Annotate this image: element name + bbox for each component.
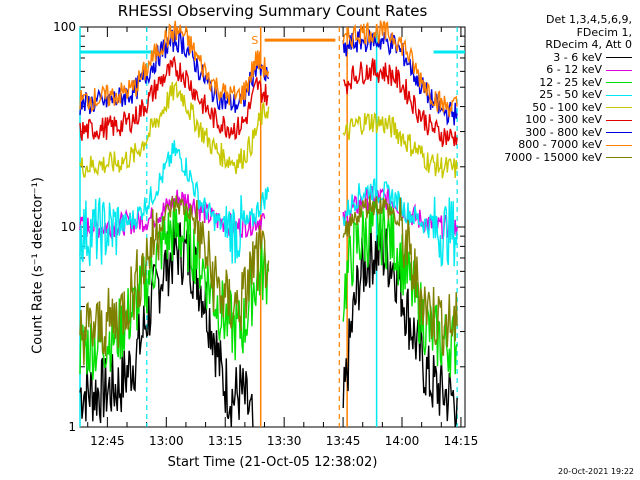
legend-label: 50 - 100 keV [532, 100, 602, 114]
legend-entry: 12 - 25 keV [504, 75, 632, 90]
legend-swatch [606, 144, 632, 146]
legend-swatch [606, 119, 632, 121]
legend-entry: 50 - 100 keV [504, 100, 632, 115]
y-tick-label: 1 [68, 420, 76, 434]
series-line [342, 20, 458, 118]
x-tick-label: 14:00 [385, 434, 420, 448]
legend-entry: 100 - 300 keV [504, 113, 632, 127]
legend-entry: 300 - 800 keV [504, 125, 632, 140]
legend-label: 800 - 7000 keV [518, 138, 602, 151]
legend-label: 25 - 50 keV [539, 88, 602, 101]
x-tick-label: 13:45 [326, 434, 361, 448]
legend-info-line: FDecim 1, [576, 25, 632, 39]
legend-label: 12 - 25 keV [539, 75, 602, 89]
legend-label: 100 - 300 keV [525, 113, 602, 126]
series-line [342, 195, 458, 356]
legend-entry: 800 - 7000 keV [504, 138, 632, 152]
legend-swatch [606, 132, 632, 133]
legend: Det 1,3,4,5,6,9, FDecim 1, RDecim 4, Att… [504, 13, 632, 165]
y-tick-label: 10 [61, 220, 76, 234]
series-line [79, 20, 270, 113]
x-tick-label: 13:00 [149, 434, 184, 448]
legend-info-line: Det 1,3,4,5,6,9, [545, 13, 632, 26]
x-tick-label: 13:30 [267, 434, 302, 448]
series-line [79, 201, 270, 381]
legend-swatch [606, 69, 632, 71]
chart-title: RHESSI Observing Summary Count Rates [117, 2, 428, 20]
timestamp: 20-Oct-2021 19:22 [558, 467, 634, 476]
legend-entry: 25 - 50 keV [504, 88, 632, 102]
legend-swatch [606, 94, 632, 96]
legend-entry: 7000 - 15000 keV [504, 150, 632, 165]
legend-label: 3 - 6 keV [553, 50, 602, 64]
x-tick-label: 13:15 [208, 434, 243, 448]
legend-swatch [606, 82, 632, 83]
x-axis-label: Start Time (21-Oct-05 12:38:02) [167, 455, 378, 470]
legend-info-line: RDecim 4, Att 0 [545, 38, 632, 51]
x-tick-label: 14:15 [444, 434, 479, 448]
series-line [343, 58, 458, 147]
series-line [79, 80, 270, 178]
x-tick-label: 12:45 [90, 434, 125, 448]
legend-label: 300 - 800 keV [525, 125, 602, 139]
series-line [79, 55, 269, 141]
series-line [342, 111, 458, 179]
legend-swatch [606, 157, 632, 158]
legend-swatch [606, 57, 632, 58]
legend-entry: 3 - 6 keV [504, 50, 632, 65]
legend-label: 7000 - 15000 keV [504, 150, 602, 164]
legend-entry: 6 - 12 keV [504, 63, 632, 77]
y-axis-label: Count Rate (s⁻¹ detector⁻¹) [30, 177, 46, 354]
y-tick-label: 100 [53, 20, 76, 34]
series-line [79, 219, 254, 428]
legend-label: 6 - 12 keV [546, 63, 602, 76]
annotation-s: S [251, 34, 258, 47]
series-line [79, 140, 270, 267]
legend-swatch [606, 107, 632, 108]
series-line [79, 195, 270, 366]
